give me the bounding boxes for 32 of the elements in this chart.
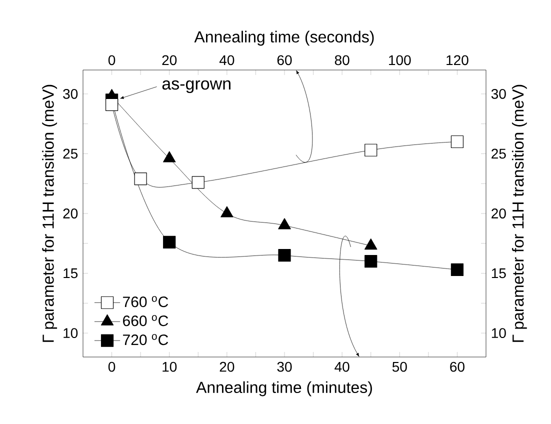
y2-tick-label: 25 — [492, 148, 506, 159]
x2-tick-label: 0 — [108, 55, 116, 66]
y2-tick-label: 30 — [491, 88, 506, 99]
y-tick-label: 20 — [63, 208, 78, 218]
x2-tick-label: 80 — [334, 55, 350, 66]
y2-tick-label: 15 — [492, 268, 506, 278]
x-tick-label: 60 — [450, 362, 464, 372]
y-tick-label: 10 — [64, 328, 78, 338]
x-tick-label: 0 — [108, 362, 116, 372]
x2-tick-label: 60 — [277, 55, 292, 66]
y-tick-label: 30 — [63, 88, 78, 99]
y2-tick-label: 20 — [492, 208, 506, 218]
y-axis-title: Γ parameter for 11H transition (meV) — [42, 84, 58, 342]
x-tick-label: 40 — [334, 362, 350, 372]
x-tick-label: 10 — [162, 362, 177, 372]
y2-axis-title: Γ parameter for 11H transition (meV) — [512, 84, 527, 342]
x2-axis-title: Annealing time (seconds) — [194, 30, 374, 46]
legend-label: 760 $^{o}$C — [123, 296, 168, 308]
legend-label: 660 $^{o}$C — [123, 315, 168, 326]
x2-tick-label: 40 — [219, 55, 234, 66]
legend-label: 720 $^{o}$C — [123, 334, 168, 346]
annotation: as-grown — [162, 80, 230, 94]
x2-tick-label: 100 — [389, 55, 411, 66]
x2-tick-label: 20 — [162, 55, 177, 66]
x-tick-label: 30 — [277, 362, 292, 372]
y2-tick-label: 10 — [492, 328, 506, 338]
x2-tick-label: 120 — [446, 55, 468, 66]
x-tick-label: 20 — [220, 362, 234, 372]
x-axis-title: Annealing time (minutes) — [196, 381, 372, 396]
y-tick-label: 15 — [64, 268, 78, 278]
x-tick-label: 50 — [392, 362, 407, 372]
y-tick-label: 25 — [63, 148, 78, 159]
